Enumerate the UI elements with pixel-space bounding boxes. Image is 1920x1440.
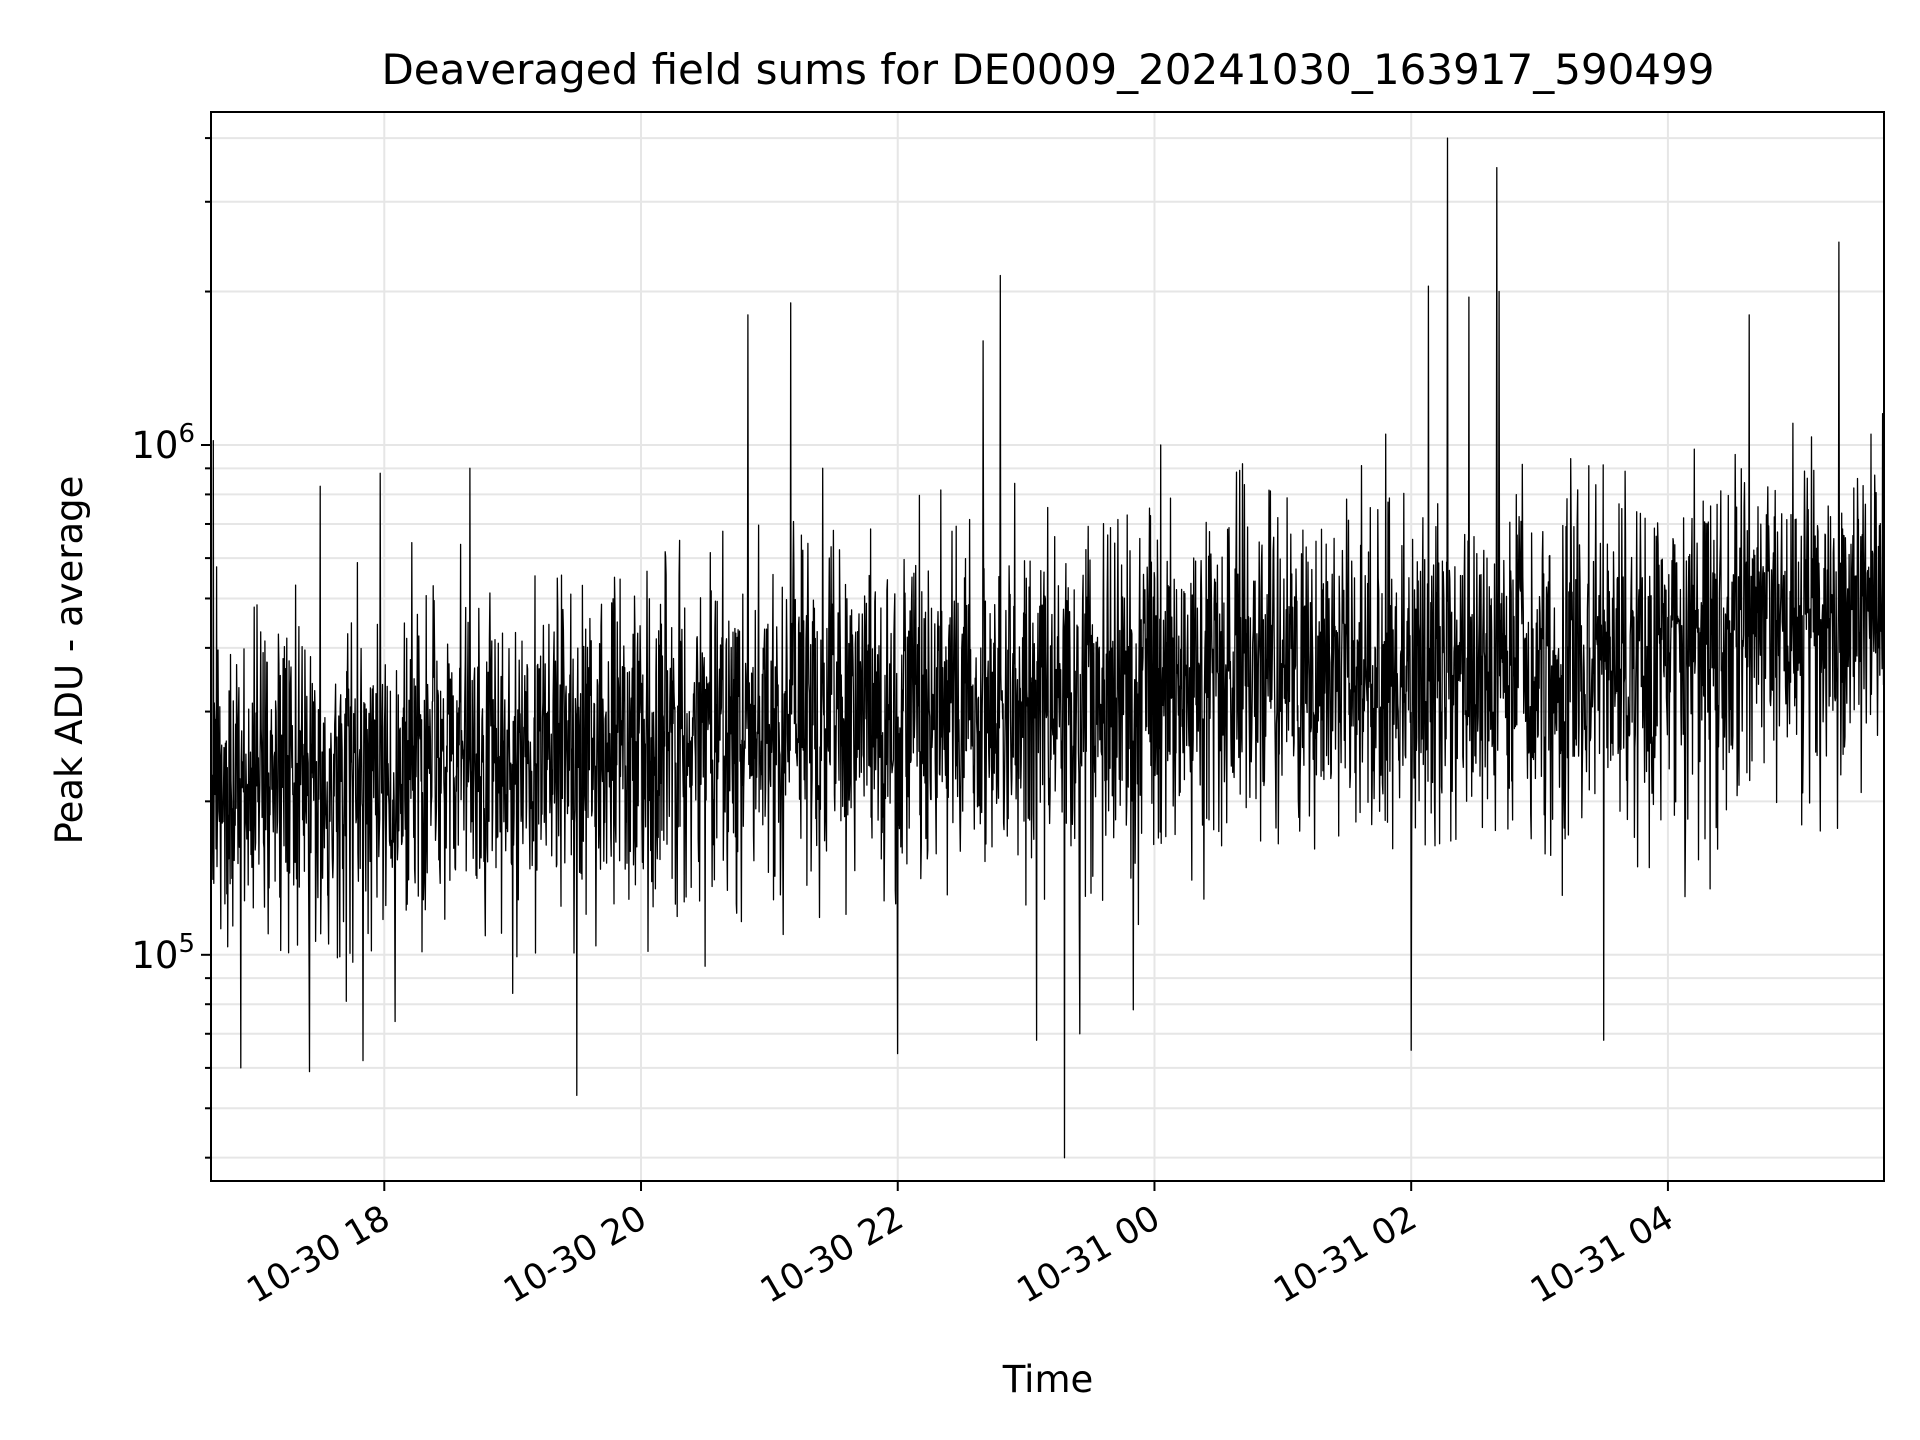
y-tick-label: 105 — [131, 929, 195, 977]
series-line — [210, 137, 1885, 1159]
plot-frame — [210, 111, 1885, 1182]
y-axis-label: Peak ADU - average — [48, 476, 91, 845]
data-layer — [210, 137, 1885, 1159]
y-tick-label: 106 — [131, 419, 195, 467]
x-axis-label: Time — [1002, 1358, 1094, 1401]
chart-title: Deaveraged field sums for DE0009_2024103… — [381, 45, 1714, 94]
